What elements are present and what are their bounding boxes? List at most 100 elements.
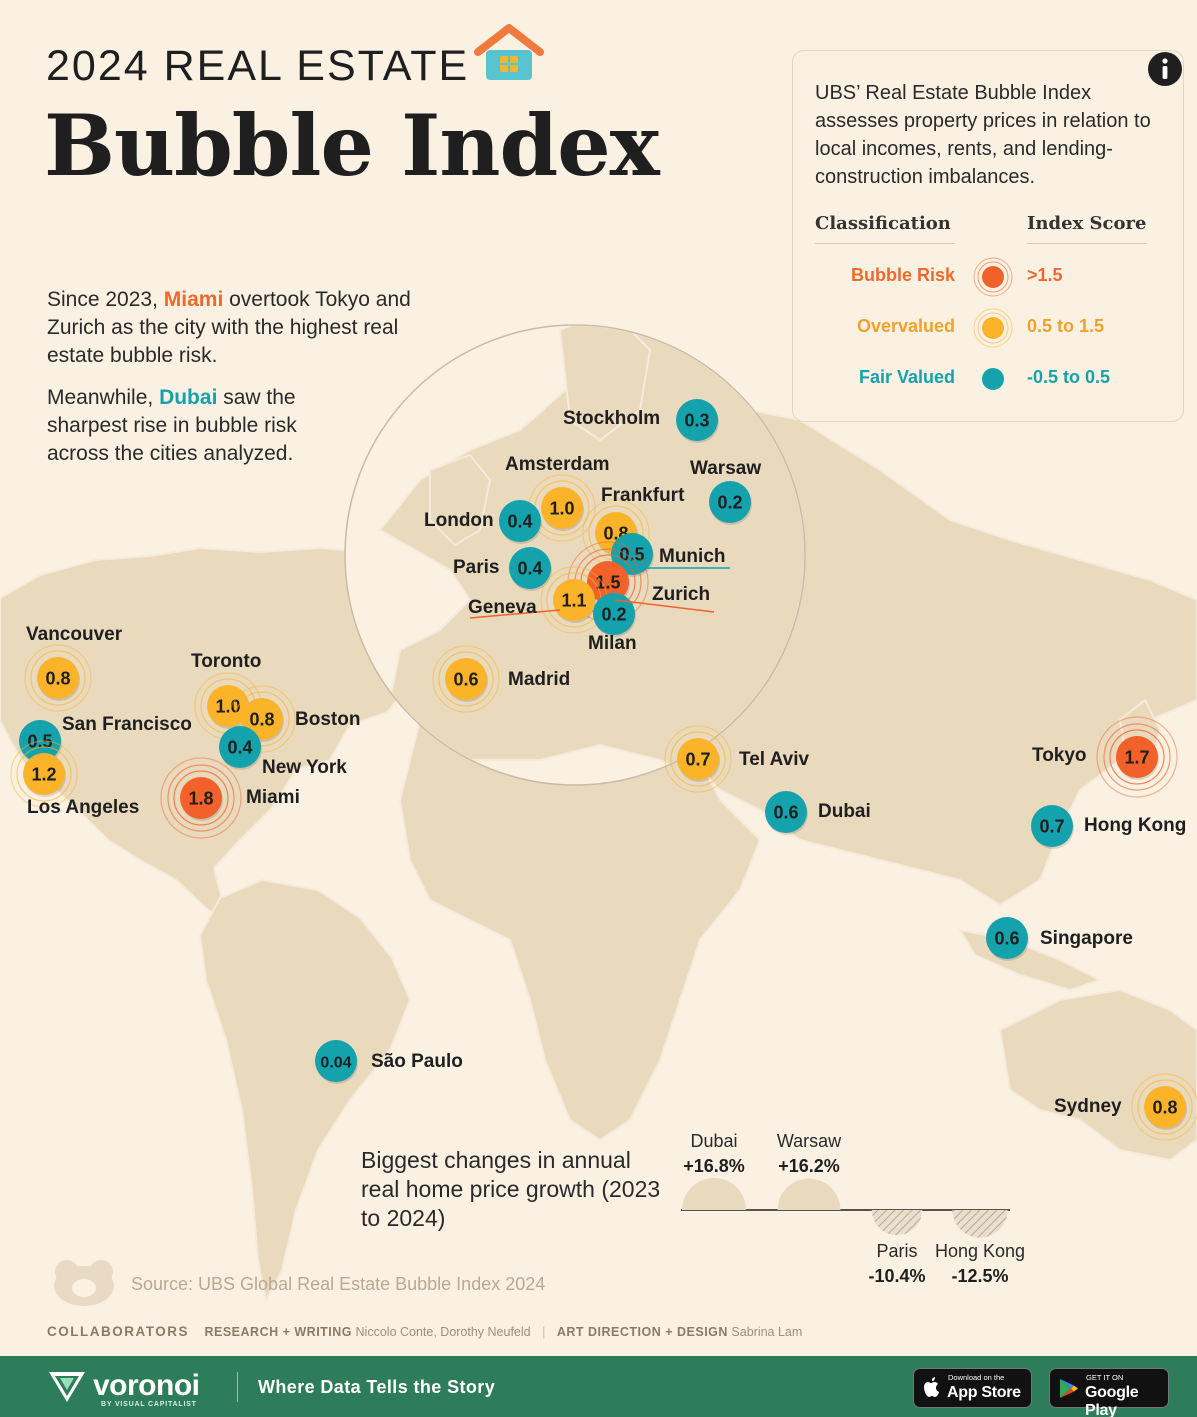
city-value-label: 0.7 bbox=[1039, 817, 1064, 837]
legend-col-classification: Classification bbox=[815, 213, 951, 234]
city-label-paris: Paris bbox=[453, 557, 500, 578]
city-value-label: 0.4 bbox=[227, 738, 252, 758]
change-value-paris: -10.4% bbox=[868, 1266, 926, 1286]
divider bbox=[815, 243, 955, 244]
app-store-button[interactable]: Download on the App Store bbox=[913, 1368, 1032, 1408]
city-label-toronto: Toronto bbox=[191, 651, 262, 672]
city-label-sao-paulo: São Paulo bbox=[371, 1051, 463, 1072]
city-value-label: 0.3 bbox=[684, 411, 709, 431]
collaborators-label: COLLABORATORS bbox=[47, 1324, 189, 1339]
intro-text: saw the sharpest rise in bubble risk acr… bbox=[47, 386, 297, 465]
city-bubble-singapore[interactable]: 0.6 bbox=[986, 917, 1029, 961]
change-city-paris: Paris bbox=[876, 1241, 918, 1261]
city-value-label: 1.5 bbox=[595, 573, 620, 593]
city-label-tokyo: Tokyo bbox=[1032, 745, 1087, 766]
landmass-scandinavia-zoom bbox=[558, 326, 652, 442]
city-label-amsterdam: Amsterdam bbox=[505, 454, 610, 475]
legend-range-fair: -0.5 to 0.5 bbox=[1027, 367, 1111, 387]
city-bubble-hong-kong[interactable]: 0.7 bbox=[1031, 805, 1074, 849]
city-value-label: 0.6 bbox=[453, 670, 478, 690]
design-names: Sabrina Lam bbox=[731, 1325, 803, 1339]
city-value-label: 1.7 bbox=[1124, 748, 1149, 768]
legend-swatches bbox=[973, 257, 1013, 390]
legend-col-score: Index Score bbox=[1027, 213, 1147, 234]
city-bubble-dubai[interactable]: 0.6 bbox=[765, 791, 808, 835]
change-value-dubai: +16.8% bbox=[683, 1156, 745, 1176]
change-value-warsaw: +16.2% bbox=[778, 1156, 840, 1176]
city-value-label: 0.6 bbox=[773, 803, 798, 823]
city-label-warsaw: Warsaw bbox=[690, 458, 762, 479]
city-value-label: 0.7 bbox=[685, 750, 710, 770]
city-label-geneva: Geneva bbox=[468, 597, 537, 618]
city-bubble-amsterdam[interactable]: 1.0 bbox=[528, 474, 596, 542]
change-mark-dubai bbox=[682, 1178, 746, 1210]
google-play-button[interactable]: GET IT ON Google Play bbox=[1049, 1368, 1169, 1417]
city-value-label: 0.8 bbox=[249, 710, 274, 730]
legend-range-bubble: >1.5 bbox=[1027, 265, 1063, 285]
legend-swatch-fair bbox=[982, 368, 1004, 390]
change-value-hong-kong: -12.5% bbox=[951, 1266, 1009, 1286]
city-label-stockholm: Stockholm bbox=[563, 408, 661, 429]
city-value-label: 0.8 bbox=[45, 669, 70, 689]
source-text: Source: UBS Global Real Estate Bubble In… bbox=[131, 1274, 546, 1294]
divider bbox=[1027, 243, 1147, 244]
intro-text: Meanwhile, bbox=[47, 386, 160, 409]
intro-text: overtook Tokyo and Zurich as the city wi… bbox=[47, 288, 411, 367]
city-bubble-london[interactable]: 0.4 bbox=[499, 500, 542, 544]
city-value-label: 1.1 bbox=[561, 591, 586, 611]
city-label-tel-aviv: Tel Aviv bbox=[739, 749, 810, 770]
intro-paragraph-1: Since 2023, Miami overtook Tokyo and Zur… bbox=[47, 286, 427, 370]
city-label-milan: Milan bbox=[588, 633, 637, 654]
bubbles-layer: 0.3 0.2 1.0 0.8 0.4 0.5 0.4 1.5 1.1 0.2 0.6 0.8 1.0 0… bbox=[10, 399, 1197, 1141]
highlight-dubai: Dubai bbox=[159, 386, 218, 409]
brand-name[interactable]: voronoi bbox=[93, 1369, 200, 1402]
city-label-madrid: Madrid bbox=[508, 669, 571, 690]
city-value-label: 1.0 bbox=[215, 697, 240, 717]
city-bubble-milan[interactable]: 0.2 bbox=[593, 593, 636, 637]
city-bubble-vancouver[interactable]: 0.8 bbox=[24, 644, 92, 712]
landmass-australia bbox=[998, 988, 1197, 1162]
city-value-label: 0.5 bbox=[619, 545, 644, 565]
legend-swatch-over bbox=[973, 308, 1013, 348]
city-label-san-francisco: San Francisco bbox=[62, 714, 192, 735]
city-bubble-los-angeles[interactable]: 1.2 bbox=[10, 740, 78, 808]
research-label: RESEARCH + WRITING bbox=[204, 1325, 353, 1339]
info-icon[interactable] bbox=[1145, 49, 1185, 89]
brand-sub: BY VISUAL CAPITALIST bbox=[101, 1401, 197, 1408]
city-bubble-s-o-paulo[interactable]: 0.04 bbox=[315, 1040, 358, 1084]
city-bubble-munich[interactable]: 0.5 bbox=[611, 533, 654, 577]
city-value-label: 0.8 bbox=[1152, 1098, 1177, 1118]
city-bubble-tel-aviv[interactable]: 0.7 bbox=[664, 725, 732, 793]
legend-swatch-bubble bbox=[973, 257, 1013, 297]
city-bubble-paris[interactable]: 0.4 bbox=[509, 547, 552, 591]
city-label-london: London bbox=[424, 510, 494, 531]
city-bubble-new-york[interactable]: 0.4 bbox=[219, 726, 262, 770]
city-bubble-geneva[interactable]: 1.1 bbox=[540, 566, 608, 634]
city-bubble-tokyo[interactable]: 1.7 bbox=[1096, 716, 1178, 798]
app-store-small: Download on the bbox=[948, 1373, 1005, 1382]
highlight-miami: Miami bbox=[163, 288, 224, 311]
city-bubble-sydney[interactable]: 0.8 bbox=[1131, 1073, 1197, 1141]
city-value-label: 0.04 bbox=[320, 1055, 351, 1072]
city-bubble-miami[interactable]: 1.8 bbox=[160, 757, 242, 839]
house-icon bbox=[474, 24, 544, 80]
city-bubble-boston[interactable]: 0.8 bbox=[228, 685, 296, 753]
city-bubble-madrid[interactable]: 0.6 bbox=[432, 645, 500, 713]
city-bubble-stockholm[interactable]: 0.3 bbox=[676, 399, 719, 443]
city-label-zurich: Zurich bbox=[652, 584, 711, 605]
city-label-los-angeles: Los Angeles bbox=[27, 797, 140, 818]
city-bubble-warsaw[interactable]: 0.2 bbox=[709, 481, 752, 525]
voronoi-logo-icon[interactable] bbox=[46, 1368, 88, 1406]
changes-chart bbox=[681, 1178, 1010, 1238]
city-value-label: 1.8 bbox=[188, 789, 213, 809]
change-mark-paris bbox=[871, 1210, 923, 1236]
legend-box: UBS’ Real Estate Bubble Index assesses p… bbox=[792, 50, 1184, 422]
legend-label-over: Overvalued bbox=[856, 316, 955, 336]
changes-title: Biggest changes in annual real home pric… bbox=[361, 1147, 661, 1231]
city-value-label: 0.4 bbox=[507, 512, 532, 532]
city-bubble-toronto[interactable]: 1.0 bbox=[194, 672, 262, 740]
city-label-hong-kong: Hong Kong bbox=[1084, 815, 1187, 836]
google-play-big: Google Play bbox=[1085, 1384, 1139, 1417]
